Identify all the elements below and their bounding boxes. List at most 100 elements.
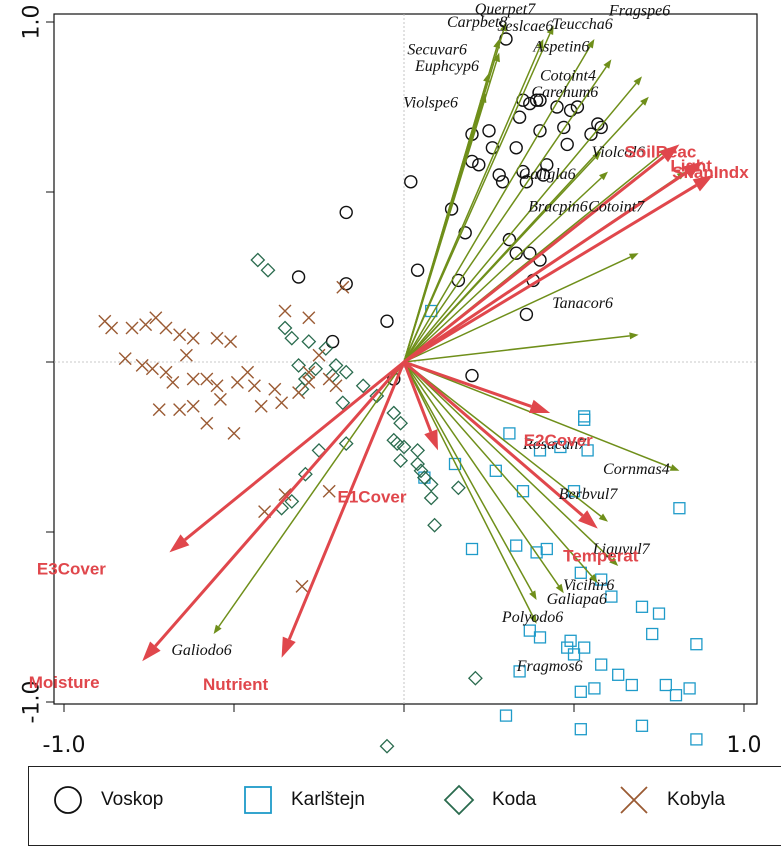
sample-point-karlstejn	[690, 733, 703, 746]
sample-point-kobyla	[292, 386, 306, 400]
sample-point-karlstejn	[690, 638, 703, 651]
sample-point-koda	[423, 490, 439, 506]
species-label: Galiodo6	[171, 642, 231, 659]
species-label: Cotoint7	[588, 199, 645, 216]
sample-point-voskop	[523, 246, 537, 260]
env-label: Light	[670, 156, 712, 175]
species-arrow	[403, 361, 537, 600]
species-arrow	[403, 361, 680, 471]
sample-point-kobyla	[312, 348, 326, 362]
sample-point-voskop	[404, 175, 418, 189]
sample-point-kobyla	[173, 403, 187, 417]
sample-point-kobyla	[135, 358, 149, 372]
legend-label-koda: Koda	[492, 789, 537, 810]
sample-point-kobyla	[210, 331, 224, 345]
sample-point-koda	[427, 517, 443, 533]
sample-point-voskop	[339, 205, 353, 220]
sample-point-karlstejn	[659, 678, 672, 692]
env-label: SoilReac	[624, 142, 696, 161]
species-label: Aspetin6	[532, 38, 589, 55]
sample-point-kobyla	[166, 375, 180, 389]
sample-point-voskop	[557, 120, 571, 135]
legend: Voskop Karlštejn Koda Kobyla	[28, 766, 781, 846]
sample-point-kobyla	[159, 365, 173, 379]
sample-point-voskop	[570, 100, 585, 114]
sample-point-koda	[450, 480, 466, 496]
sample-point-koda	[291, 357, 307, 373]
species-label: Galiapa6	[547, 591, 607, 608]
sample-point-kobyla	[145, 362, 159, 376]
sample-point-voskop	[380, 314, 394, 328]
y-tick-label: 1.0	[20, 5, 45, 40]
sample-point-karlstejn	[489, 464, 502, 477]
species-arrow	[403, 39, 595, 363]
sample-point-voskop	[509, 141, 523, 155]
env-arrow	[403, 175, 714, 364]
species-arrow	[403, 361, 619, 566]
sample-point-karlstejn	[499, 709, 513, 722]
sample-point-karlstejn	[646, 627, 659, 641]
sample-point-koda	[355, 378, 371, 394]
species-arrow	[403, 59, 612, 363]
species-label: Tanacor6	[552, 295, 613, 312]
sample-point-voskop	[325, 334, 340, 349]
species-label: Rosacan7	[522, 436, 587, 453]
species-arrow	[403, 76, 642, 363]
sample-point-koda	[386, 405, 402, 421]
sample-point-karlstejn	[510, 539, 523, 552]
sample-point-kobyla	[224, 335, 238, 349]
env-label: E1Cover	[338, 487, 407, 506]
legend-item-kobyla: Kobyla	[617, 781, 725, 819]
sample-point-karlstejn	[669, 689, 683, 702]
legend-item-koda: Koda	[442, 781, 536, 819]
sample-point-koda	[335, 395, 351, 411]
sample-point-karlstejn	[533, 444, 547, 457]
sample-point-koda	[410, 456, 426, 472]
sample-point-koda	[467, 670, 483, 686]
species-label: Teuccha6	[552, 16, 613, 33]
species-arrow	[403, 39, 544, 363]
env-label: Moisture	[29, 673, 100, 692]
sample-point-voskop	[536, 168, 551, 182]
sample-point-kobyla	[200, 416, 214, 430]
sample-point-kobyla	[241, 365, 255, 379]
sample-point-kobyla	[254, 399, 268, 413]
sample-point-voskop	[502, 232, 517, 247]
sample-point-karlstejn	[574, 685, 587, 698]
sample-point-karlstejn	[574, 723, 587, 736]
sample-point-voskop	[533, 93, 547, 107]
sample-point-karlstejn	[564, 634, 577, 647]
sample-point-kobyla	[230, 375, 244, 389]
env-arrow	[281, 361, 406, 658]
sample-point-kobyla	[152, 403, 166, 417]
sample-point-karlstejn	[612, 668, 625, 681]
sample-point-koda	[277, 320, 293, 336]
sample-point-kobyla	[173, 328, 187, 342]
sample-point-voskop	[499, 32, 513, 46]
sample-point-kobyla	[149, 311, 163, 325]
ordination-biplot: -1.0 1.01.0-1.0 Querpet7 Fragspe6Carpbet8S…	[20, 1, 762, 758]
sample-point-koda	[308, 361, 324, 377]
circle-marker-icon	[54, 786, 82, 814]
sample-point-kobyla	[268, 382, 282, 396]
sample-point-kobyla	[186, 399, 200, 413]
sample-point-kobyla	[295, 579, 309, 593]
species-arrow	[403, 361, 598, 583]
env-label: E2Cover	[524, 431, 593, 450]
legend-label-karlstejn: Karlštejn	[291, 789, 365, 810]
sample-point-voskop	[519, 175, 534, 189]
sample-point-kobyla	[329, 379, 343, 393]
sample-point-koda	[338, 364, 354, 380]
sample-point-kobyla	[227, 426, 241, 440]
species-label: Liguvul7	[592, 541, 651, 558]
sample-point-karlstejn	[635, 719, 649, 732]
species-arrow	[403, 332, 639, 363]
sample-point-karlstejn	[523, 624, 536, 637]
sample-point-karlstejn	[578, 413, 591, 426]
species-label: Violcol6	[592, 144, 645, 161]
sample-point-kobyla	[210, 379, 224, 393]
species-arrow	[403, 253, 639, 363]
sample-point-karlstejn	[635, 600, 649, 613]
sample-point-koda	[318, 340, 334, 356]
sample-point-voskop	[492, 168, 506, 182]
